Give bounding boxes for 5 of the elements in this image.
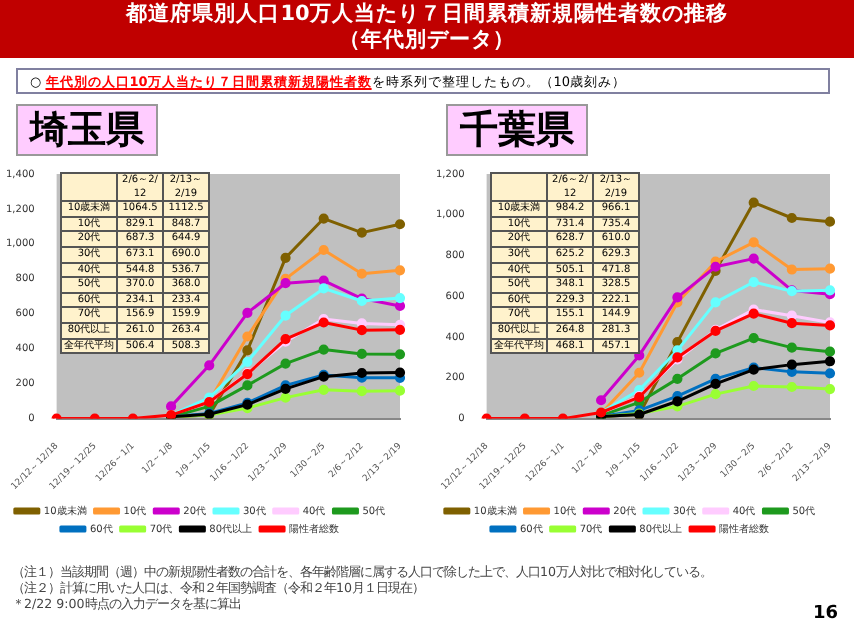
text: （年代別データ） <box>337 28 517 54</box>
chart-title: 埼玉県 <box>16 104 158 156</box>
text: 都道府県別人口10万人当たり７日間累積新規陽性者数の推移 <box>123 2 730 28</box>
chart-title: 千葉県 <box>446 104 588 156</box>
text: 16 <box>812 604 838 624</box>
